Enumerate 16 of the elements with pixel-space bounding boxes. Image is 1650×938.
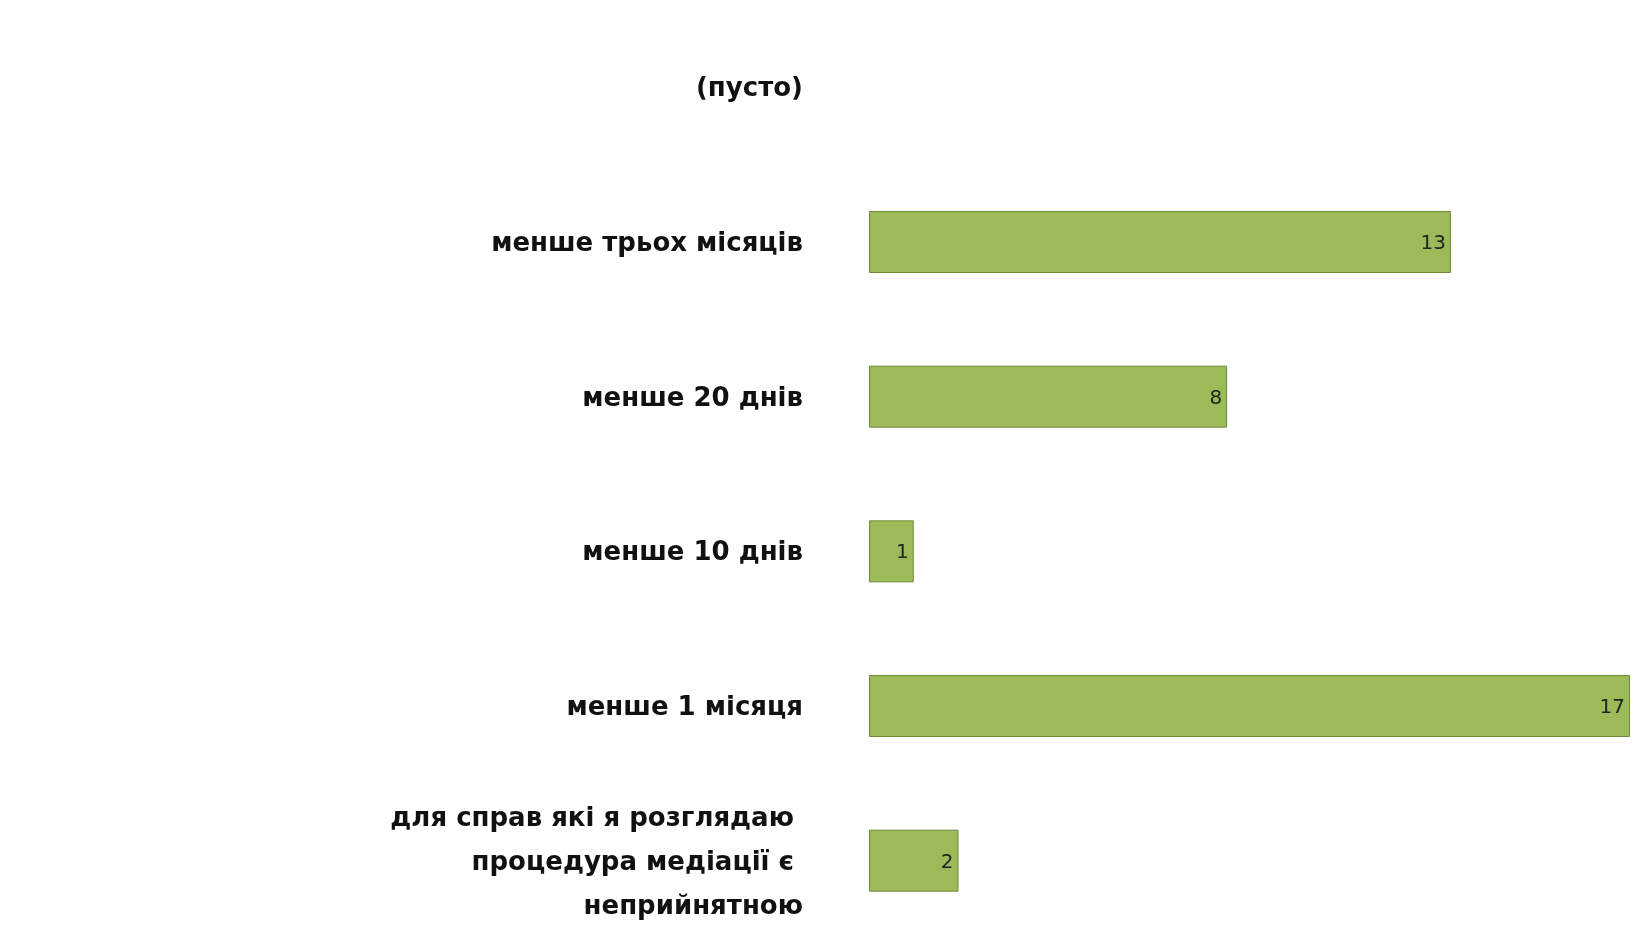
y-tick-label: для справ які я розглядаю процедура медіації є неприйнятною <box>390 801 803 920</box>
y-tick-label: (пусто) <box>695 72 803 103</box>
data-label: 1 <box>896 539 909 564</box>
bar <box>869 211 1451 273</box>
data-label: 8 <box>1209 384 1223 409</box>
y-tick-label: менше 20 днів <box>582 381 803 412</box>
data-label: 2 <box>940 848 954 873</box>
y-tick-label: менше 10 днів <box>582 536 803 567</box>
bar <box>869 829 959 892</box>
bar <box>869 675 1630 737</box>
bar <box>869 520 914 583</box>
y-tick-label: менше трьох місяців <box>491 227 803 257</box>
y-tick-label: менше 1 місяця <box>566 691 803 721</box>
data-label: 17 <box>1599 694 1625 718</box>
data-label: 13 <box>1420 230 1446 254</box>
bar <box>869 365 1228 428</box>
